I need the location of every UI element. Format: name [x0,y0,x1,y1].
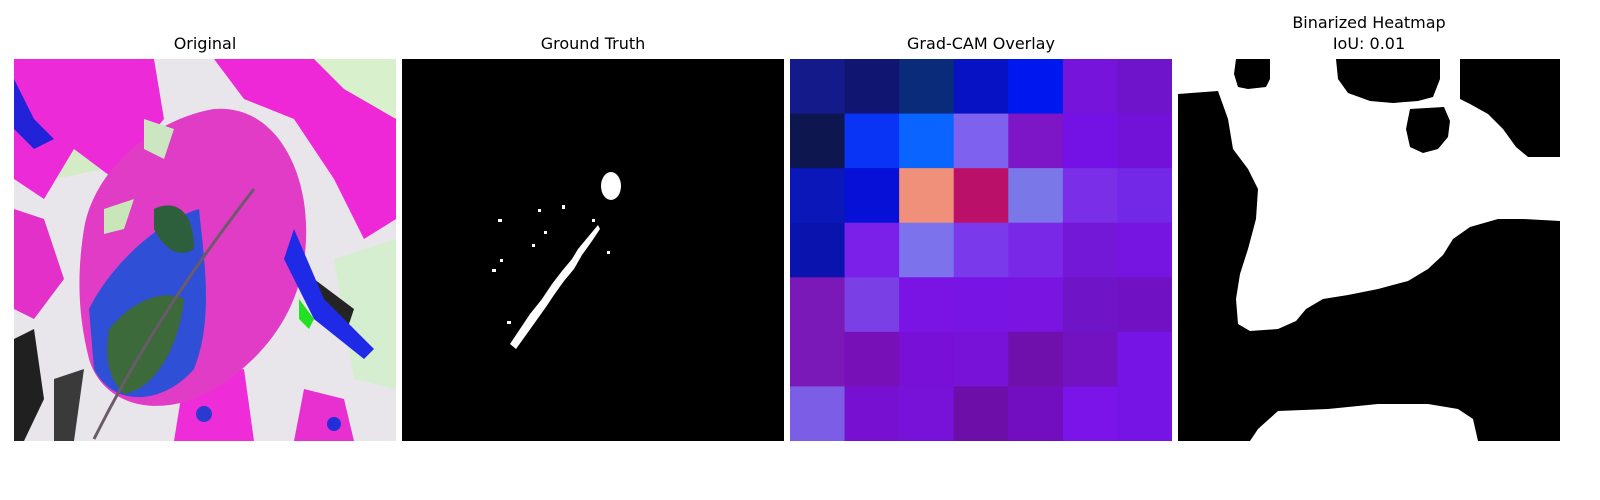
panel-title: Grad-CAM Overlay [907,34,1055,53]
heatmap-cell [953,277,1009,333]
heatmap-cell [953,59,1009,115]
heatmap-cell [1062,331,1118,387]
heatmap-cell [844,113,900,169]
heatmap-cell [1008,386,1064,441]
heatmap-cell [899,386,955,441]
heatmap-cell [1117,386,1172,441]
heatmap-cell [844,168,900,224]
heatmap-cell [844,331,900,387]
binarized-heatmap-mask [1178,59,1560,441]
binary-mask [402,59,784,441]
heatmap-cell [844,386,900,441]
heatmap-cell [953,222,1009,278]
heatmap-cell [790,331,846,387]
panel-binarized-heatmap: Binarized Heatmap IoU: 0.01 [1178,0,1560,445]
heatmap-cell [1008,331,1064,387]
heatmap-cell [1117,113,1172,169]
heatmap-cell [1008,277,1064,333]
panel-title: Original [173,34,237,53]
heatmap-cell [1062,222,1118,278]
heatmap-cell [953,331,1009,387]
panel-gradcam-overlay: Grad-CAM Overlay [790,0,1172,445]
gradcam-heatmap [790,59,1172,441]
heatmap-cell [1062,59,1118,115]
heatmap-cell [790,386,846,441]
iou-score: IoU: 0.01 [1332,34,1406,53]
panel-title: Ground Truth [540,34,646,53]
heatmap-cell [1117,277,1172,333]
heatmap-cell [790,222,846,278]
leaf-photo [14,59,396,441]
heatmap-cell [1062,168,1118,224]
heatmap-cell [1117,59,1172,115]
heatmap-cell [1008,222,1064,278]
heatmap-cell [1062,277,1118,333]
heatmap-cell [844,277,900,333]
heatmap-cell [1008,168,1064,224]
heatmap-cell [899,113,955,169]
heatmap-cell [844,59,900,115]
panel-original: Original [14,0,396,445]
heatmap-cell [1062,386,1118,441]
heatmap-cell [1062,113,1118,169]
heatmap-cell [953,168,1009,224]
heatmap-cell [1117,331,1172,387]
heatmap-cell [790,168,846,224]
heatmap-cell [1008,113,1064,169]
heatmap-cell [790,113,846,169]
heatmap-cell [953,113,1009,169]
panel-ground-truth: Ground Truth [402,0,784,445]
heatmap-cell [899,331,955,387]
panel-title: Binarized Heatmap [1292,13,1446,32]
heatmap-cell [790,277,846,333]
heatmap-cell [899,59,955,115]
heatmap-cell [844,222,900,278]
heatmap-cell [1117,168,1172,224]
heatmap-cell [1008,59,1064,115]
heatmap-cell [1117,222,1172,278]
heatmap-cell [953,386,1009,441]
heatmap-cell [899,277,955,333]
heatmap-cell [790,59,846,115]
heatmap-cell [899,222,955,278]
heatmap-cell [899,168,955,224]
